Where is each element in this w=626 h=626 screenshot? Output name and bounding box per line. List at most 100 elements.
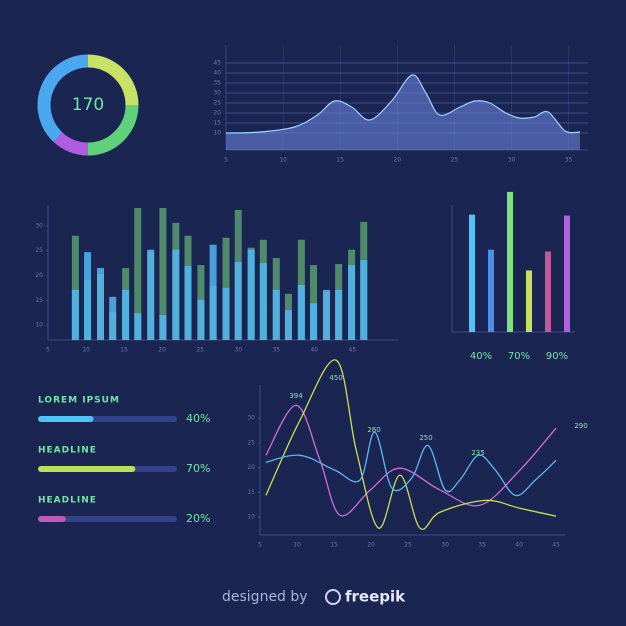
y-tick-label: 25 [247, 439, 255, 446]
x-tick-label: 5 [224, 157, 228, 164]
annotation: 290 [574, 422, 587, 430]
footer-icon [325, 589, 341, 605]
donut-segment [87, 104, 139, 156]
x-tick-label: 20 [158, 347, 166, 354]
bar [122, 289, 130, 340]
annotation: 235 [471, 449, 484, 457]
bar [159, 207, 167, 340]
bar [310, 303, 318, 340]
y-tick-label: 20 [35, 272, 43, 279]
progress-fill [38, 466, 136, 472]
bar [247, 249, 255, 340]
y-tick-label: 35 [213, 80, 221, 87]
x-tick-label: 10 [82, 347, 90, 354]
x-tick-label: 15 [330, 542, 338, 549]
bar-group-label: 70% [508, 351, 530, 362]
bar [335, 289, 343, 340]
bar [297, 284, 305, 340]
area-line [225, 74, 581, 134]
bar [159, 315, 167, 340]
y-tick-label: 20 [213, 110, 221, 117]
bar [259, 263, 267, 340]
x-tick-label: 25 [451, 157, 459, 164]
bar-group-label: 40% [470, 351, 492, 362]
bar [272, 289, 280, 340]
bar [172, 249, 180, 340]
progress-label: LOREM IPSUM [38, 396, 120, 406]
bar [322, 289, 330, 340]
bar [469, 214, 475, 332]
bar [134, 313, 142, 340]
line [265, 404, 557, 517]
y-tick-label: 25 [213, 100, 221, 107]
bar [348, 265, 356, 340]
y-tick-label: 30 [247, 415, 255, 422]
progress-value: 70% [186, 462, 210, 475]
line [265, 431, 557, 497]
bar [134, 207, 142, 340]
x-tick-label: 40 [310, 347, 318, 354]
y-tick-label: 10 [247, 514, 255, 521]
x-tick-label: 35 [478, 542, 486, 549]
bar [197, 299, 205, 340]
x-tick-label: 5 [258, 542, 262, 549]
bar [488, 249, 494, 332]
bar [222, 287, 230, 340]
x-tick-label: 30 [441, 542, 449, 549]
bar [526, 270, 532, 332]
x-tick-label: 15 [120, 347, 128, 354]
x-tick-label: 25 [196, 347, 204, 354]
progress-label: HEADLINE [38, 446, 97, 456]
y-tick-label: 40 [213, 70, 221, 77]
y-tick-label: 15 [35, 297, 43, 304]
y-tick-label: 45 [213, 60, 221, 67]
bar-group-label: 90% [546, 351, 568, 362]
annotation: 394 [289, 392, 303, 400]
footer-text: designed by [222, 589, 308, 605]
bar [209, 244, 217, 340]
donut-segment [37, 54, 89, 142]
x-tick-label: 45 [552, 542, 560, 549]
footer-brand: freepik [345, 588, 406, 606]
annotation: 260 [367, 426, 380, 434]
bar [147, 249, 155, 340]
x-tick-label: 40 [515, 542, 523, 549]
y-tick-label: 10 [35, 322, 43, 329]
annotation: 250 [419, 434, 432, 442]
donut-center-label: 170 [72, 95, 104, 115]
bar [184, 266, 192, 340]
x-tick-label: 15 [336, 157, 344, 164]
bar [284, 310, 292, 340]
line [265, 359, 557, 531]
progress-value: 20% [186, 512, 210, 525]
x-tick-label: 25 [404, 542, 412, 549]
area-fill [226, 74, 581, 150]
y-tick-label: 30 [213, 90, 221, 97]
x-tick-label: 35 [272, 347, 280, 354]
bar [564, 215, 570, 332]
bar [360, 260, 368, 340]
x-tick-label: 10 [279, 157, 287, 164]
y-tick-label: 30 [35, 222, 43, 229]
bar [97, 268, 104, 340]
x-tick-label: 20 [393, 157, 401, 164]
y-tick-label: 10 [213, 130, 221, 137]
progress-fill [38, 416, 94, 422]
annotation: 450 [329, 374, 342, 382]
bar [310, 265, 318, 340]
y-tick-label: 25 [35, 247, 43, 254]
donut-segment [53, 132, 89, 156]
bar [71, 235, 79, 340]
progress-fill [38, 516, 66, 522]
x-tick-label: 30 [508, 157, 516, 164]
y-tick-label: 15 [213, 120, 221, 127]
x-tick-label: 30 [234, 347, 242, 354]
bar [234, 262, 242, 340]
y-tick-label: 20 [247, 464, 255, 471]
progress-value: 40% [186, 412, 210, 425]
bar [545, 251, 551, 332]
donut-segment [87, 54, 139, 106]
y-tick-label: 15 [247, 489, 255, 496]
bar [71, 289, 79, 340]
